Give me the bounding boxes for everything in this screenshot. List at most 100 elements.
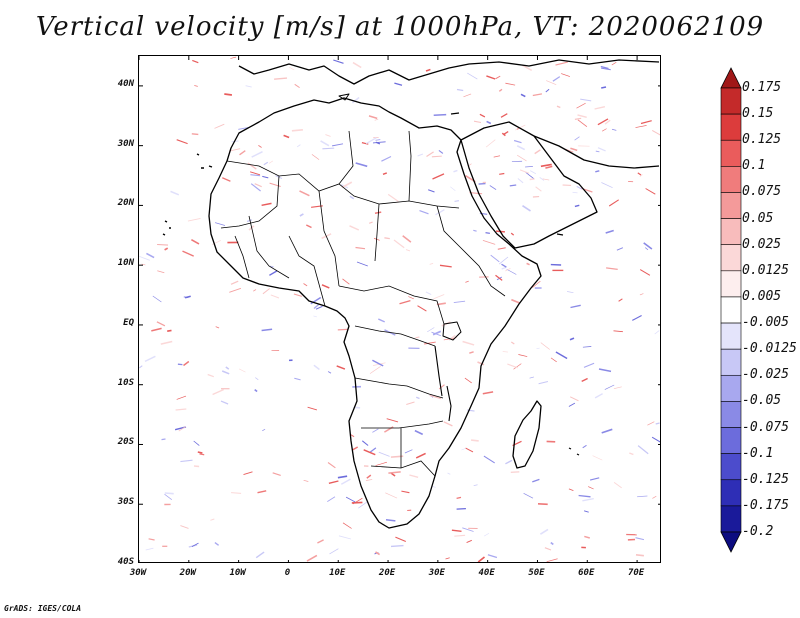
downward-velocity-streak xyxy=(164,493,173,500)
downward-velocity-streak xyxy=(574,136,580,141)
map-canvas xyxy=(139,56,660,562)
downward-velocity-streak xyxy=(184,295,191,299)
canary-islands xyxy=(196,153,213,169)
downward-velocity-streak xyxy=(180,459,193,463)
upward-velocity-streak xyxy=(214,123,225,129)
upward-velocity-streak xyxy=(518,354,528,357)
upward-velocity-streak xyxy=(249,171,261,176)
lon-label: 60E xyxy=(578,568,595,578)
upward-velocity-streak xyxy=(395,536,407,542)
upward-velocity-streak xyxy=(311,154,320,160)
upward-velocity-streak xyxy=(409,474,419,478)
downward-velocity-streak xyxy=(651,436,660,443)
upward-velocity-streak xyxy=(568,488,574,491)
upward-velocity-streak xyxy=(499,172,505,175)
upward-velocity-streak xyxy=(215,326,220,329)
colorbar-min-arrow xyxy=(720,531,742,553)
africa-coastline xyxy=(208,97,542,529)
upward-velocity-streak xyxy=(454,534,466,537)
upward-velocity-streak xyxy=(426,151,434,157)
upward-velocity-streak xyxy=(576,102,586,109)
downward-velocity-streak xyxy=(139,365,143,369)
downward-velocity-streak xyxy=(152,295,162,303)
upward-velocity-streak xyxy=(368,115,378,120)
upward-velocity-streak xyxy=(402,235,412,243)
downward-velocity-streak xyxy=(355,162,368,168)
downward-velocity-streak xyxy=(583,362,595,368)
socotra xyxy=(556,233,564,236)
upward-velocity-streak xyxy=(594,106,606,110)
downward-velocity-streak xyxy=(569,337,575,341)
upward-velocity-streak xyxy=(647,421,655,426)
colorbar-bin xyxy=(720,218,742,246)
upward-velocity-streak xyxy=(463,93,472,98)
colorbar-tick-label: 0.0125 xyxy=(742,262,789,278)
upward-velocity-streak xyxy=(652,495,657,499)
axis-ticks xyxy=(139,56,660,562)
downward-velocity-streak xyxy=(261,328,273,332)
colorbar-tick-label: 0.05 xyxy=(742,210,774,226)
downward-velocity-streak xyxy=(605,229,614,234)
downward-velocity-streak xyxy=(453,300,466,304)
upward-velocity-streak xyxy=(502,351,508,353)
plot-title: Vertical velocity [m/s] at 1000hPa, VT: … xyxy=(35,12,765,42)
upward-velocity-streak xyxy=(507,363,518,369)
upward-velocity-streak xyxy=(399,299,411,305)
upward-velocity-streak xyxy=(303,479,309,482)
downward-velocity-streak xyxy=(139,255,150,261)
downward-velocity-streak xyxy=(251,151,263,158)
colorbar-tick-label: -0.125 xyxy=(742,471,789,487)
upward-velocity-streak xyxy=(443,421,453,427)
upward-velocity-streak xyxy=(597,118,609,126)
upward-velocity-streak xyxy=(451,529,462,532)
upward-velocity-streak xyxy=(473,120,482,124)
downward-velocity-streak xyxy=(337,475,348,479)
downward-velocity-streak xyxy=(450,186,456,191)
upward-velocity-streak xyxy=(274,77,288,80)
upward-velocity-streak xyxy=(191,133,199,136)
downward-velocity-streak xyxy=(431,485,436,488)
downward-velocity-streak xyxy=(525,166,533,168)
downward-velocity-streak xyxy=(601,182,613,189)
upward-velocity-streak xyxy=(503,131,509,135)
colorbar-tick-label: 0.075 xyxy=(742,184,782,200)
downward-velocity-streak xyxy=(490,254,500,263)
downward-velocity-streak xyxy=(485,232,490,234)
upward-velocity-streak xyxy=(157,244,169,246)
upward-velocity-streak xyxy=(222,177,231,182)
lon-label: 10W xyxy=(229,568,246,578)
upward-velocity-streak xyxy=(212,388,225,396)
downward-velocity-streak xyxy=(578,494,591,498)
upward-velocity-streak xyxy=(141,263,146,266)
downward-velocity-streak xyxy=(299,213,304,217)
upward-velocity-streak xyxy=(510,232,515,236)
downward-velocity-streak xyxy=(513,139,522,144)
downward-velocity-streak xyxy=(517,178,524,184)
upward-velocity-streak xyxy=(388,471,401,474)
upward-velocity-streak xyxy=(462,340,475,346)
upward-velocity-streak xyxy=(471,439,479,442)
upward-velocity-streak xyxy=(382,172,388,175)
downward-velocity-streak xyxy=(473,229,477,232)
arabia-coastline xyxy=(460,121,598,249)
sicily xyxy=(338,93,350,101)
downward-velocity-streak xyxy=(522,204,531,212)
upward-velocity-streak xyxy=(592,455,603,461)
downward-velocity-streak xyxy=(506,268,517,275)
downward-velocity-streak xyxy=(394,82,403,86)
downward-velocity-streak xyxy=(144,355,156,363)
upward-velocity-streak xyxy=(337,328,348,331)
downward-velocity-streak xyxy=(338,535,352,540)
upward-velocity-streak xyxy=(645,188,656,195)
lat-label: 40N xyxy=(117,78,134,89)
upward-velocity-streak xyxy=(529,178,535,181)
lon-label: 40E xyxy=(478,568,495,578)
country-borders xyxy=(220,130,506,477)
lat-label: 40S xyxy=(117,557,134,567)
upward-velocity-streak xyxy=(519,169,530,174)
upward-velocity-streak xyxy=(167,329,172,333)
downward-velocity-streak xyxy=(637,445,649,455)
downward-velocity-streak xyxy=(523,493,534,499)
upward-velocity-streak xyxy=(293,293,303,297)
upward-velocity-streak xyxy=(486,75,496,80)
